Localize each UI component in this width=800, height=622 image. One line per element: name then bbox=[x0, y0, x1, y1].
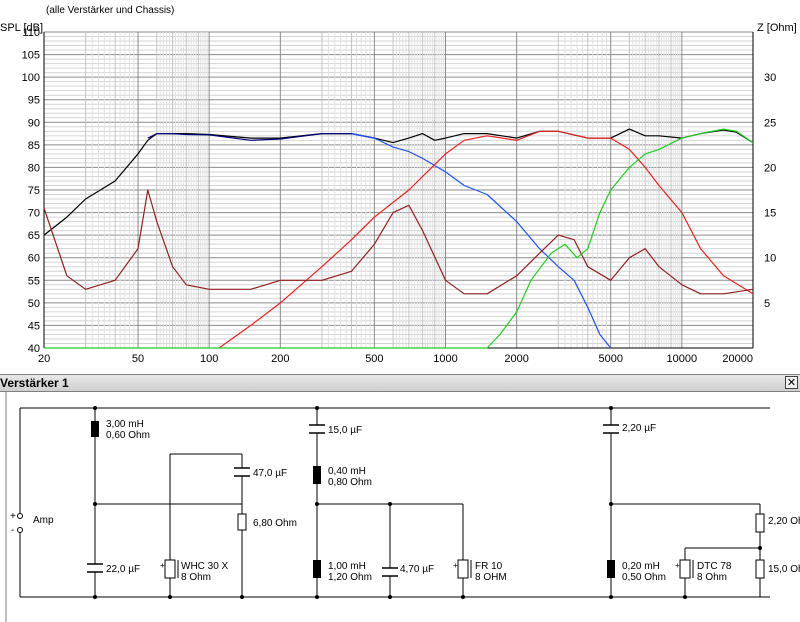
amp-minus-sign: - bbox=[11, 525, 14, 536]
y2-tick-label: 20 bbox=[764, 162, 776, 174]
inductor-l1[interactable] bbox=[91, 421, 99, 437]
resistor-r1[interactable] bbox=[237, 513, 247, 531]
y-tick-label: 70 bbox=[28, 208, 40, 220]
x-tick-label: 5000 bbox=[598, 353, 622, 365]
y-axis-right-label: Z [Ohm] bbox=[757, 22, 797, 34]
chart-canvas: (alle Verstärker und Chassis) SPL [dB] Z… bbox=[0, 5, 797, 365]
y2-tick-label: 10 bbox=[764, 253, 776, 265]
y-tick-label: 110 bbox=[22, 27, 40, 39]
chart-series bbox=[43, 128, 754, 349]
x-tick-label: 200 bbox=[271, 353, 289, 365]
x-tick-label: 10000 bbox=[667, 353, 698, 365]
tweeter-speaker-icon[interactable] bbox=[679, 559, 694, 579]
inductor-l3-value: 1,00 mH bbox=[328, 561, 366, 572]
y-tick-label: 50 bbox=[28, 298, 40, 310]
resistor-r1-value: 6,80 Ohm bbox=[253, 518, 297, 529]
series-line-3 bbox=[351, 133, 612, 349]
y-tick-label: 75 bbox=[28, 185, 40, 197]
inductor-l1-value: 3,00 mH bbox=[106, 419, 144, 430]
y-tick-label: 60 bbox=[28, 253, 40, 265]
series-line-5 bbox=[43, 189, 754, 295]
series-line-6 bbox=[44, 128, 754, 349]
fullrange-speaker-icon[interactable] bbox=[457, 559, 472, 579]
y2-tick-label: 30 bbox=[764, 72, 776, 84]
y-tick-label: 55 bbox=[28, 275, 40, 287]
y-tick-label: 95 bbox=[28, 95, 40, 107]
inductor-l4-value: 0,20 mH bbox=[622, 561, 660, 572]
capacitor-c2[interactable] bbox=[234, 467, 250, 477]
x-tick-label: 500 bbox=[365, 353, 383, 365]
amp-terminals: + - Amp bbox=[10, 511, 54, 536]
crossover-window-titlebar[interactable]: Verstärker 1 ✕ bbox=[0, 374, 800, 392]
x-tick-label: 50 bbox=[132, 353, 144, 365]
series-line-4 bbox=[218, 130, 754, 349]
woofer-model: WHC 30 X bbox=[181, 561, 229, 572]
inductor-l4-resistance: 0,50 Ohm bbox=[622, 572, 666, 583]
woofer-polarity: + bbox=[160, 561, 165, 570]
chart-header-line2: (alle Verstärker und Chassis) bbox=[46, 5, 174, 16]
y-tick-label: 90 bbox=[28, 117, 40, 129]
tweeter-impedance: 8 Ohm bbox=[697, 572, 727, 583]
capacitor-c4-value: 4,70 µF bbox=[400, 564, 434, 575]
x-tick-label: 20000 bbox=[722, 353, 753, 365]
inductor-l2[interactable] bbox=[313, 466, 321, 484]
tweeter-model: DTC 78 bbox=[697, 561, 732, 572]
y-tick-label: 45 bbox=[28, 320, 40, 332]
y-tick-label: 100 bbox=[22, 72, 40, 84]
frequency-response-chart: (alle Verstärker und Chassis) SPL [dB] Z… bbox=[0, 5, 797, 365]
chart-ticks: 40 45 50 55 60 65 70 75 80 85 90 95 100 105 110 5 10 15 20… bbox=[22, 27, 777, 365]
chart-grid bbox=[43, 31, 754, 349]
x-tick-label: 1000 bbox=[433, 353, 457, 365]
resistor-r3[interactable] bbox=[755, 559, 765, 579]
x-tick-label: 2000 bbox=[504, 353, 528, 365]
schematic-canvas: + - Amp 3,00 mH 0,60 Ohm 22,0 µF 47,0 µF… bbox=[5, 392, 800, 622]
inductor-l3[interactable] bbox=[313, 560, 321, 578]
capacitor-c5[interactable] bbox=[603, 424, 619, 434]
x-tick-label: 20 bbox=[38, 353, 50, 365]
wiring bbox=[19, 407, 770, 598]
inductor-l4[interactable] bbox=[607, 560, 615, 578]
y-tick-label: 80 bbox=[28, 162, 40, 174]
capacitor-c5-value: 2,20 µF bbox=[622, 423, 656, 434]
resistor-r3-value: 15,0 Ohm bbox=[768, 564, 800, 575]
junctions bbox=[93, 406, 762, 599]
series-line-1 bbox=[43, 128, 754, 236]
x-tick-label: 100 bbox=[200, 353, 218, 365]
woofer-impedance: 8 Ohm bbox=[181, 572, 211, 583]
capacitor-c1-value: 22,0 µF bbox=[106, 564, 140, 575]
woofer-speaker-icon[interactable] bbox=[164, 559, 179, 579]
fullrange-model: FR 10 bbox=[475, 561, 503, 572]
tweeter-polarity: + bbox=[675, 561, 680, 570]
y2-tick-label: 5 bbox=[764, 298, 770, 310]
resistor-r2[interactable] bbox=[755, 513, 765, 533]
y-tick-label: 105 bbox=[22, 50, 40, 62]
y-tick-label: 85 bbox=[28, 140, 40, 152]
y-axis-left-label: SPL [dB] bbox=[0, 22, 43, 34]
inductor-l2-resistance: 0,80 Ohm bbox=[328, 477, 372, 488]
capacitor-c3[interactable] bbox=[309, 424, 325, 434]
y2-tick-label: 15 bbox=[764, 208, 776, 220]
inductor-l2-value: 0,40 mH bbox=[328, 466, 366, 477]
capacitor-c3-value: 15,0 µF bbox=[328, 425, 362, 436]
capacitor-c1[interactable] bbox=[87, 563, 103, 573]
amp-label: Amp bbox=[33, 515, 54, 526]
window-title: Verstärker 1 bbox=[0, 376, 69, 390]
y-tick-label: 65 bbox=[28, 230, 40, 242]
y2-tick-label: 25 bbox=[764, 117, 776, 129]
close-icon[interactable]: ✕ bbox=[785, 376, 798, 389]
y-tick-label: 40 bbox=[28, 343, 40, 355]
crossover-schematic: + - Amp 3,00 mH 0,60 Ohm 22,0 µF 47,0 µF… bbox=[0, 392, 800, 622]
inductor-l1-resistance: 0,60 Ohm bbox=[106, 430, 150, 441]
resistor-r2-value: 2,20 Ohm bbox=[768, 516, 800, 527]
capacitor-c2-value: 47,0 µF bbox=[253, 468, 287, 479]
amp-plus-sign: + bbox=[10, 511, 16, 522]
series-line-2 bbox=[147, 133, 375, 141]
capacitor-c4[interactable] bbox=[382, 567, 398, 577]
inductor-l3-resistance: 1,20 Ohm bbox=[328, 572, 372, 583]
fullrange-impedance: 8 OHM bbox=[475, 572, 507, 583]
fullrange-polarity: + bbox=[453, 561, 458, 570]
